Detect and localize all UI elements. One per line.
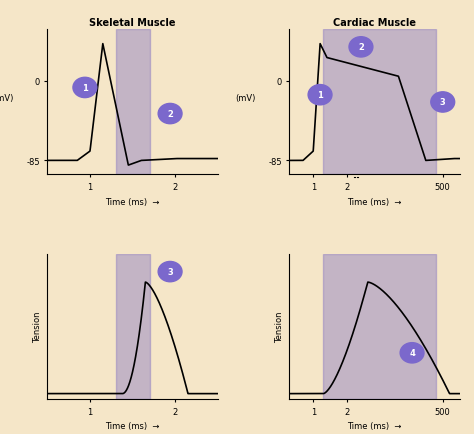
Text: 3: 3	[440, 98, 446, 107]
Y-axis label: Tension: Tension	[33, 311, 42, 343]
Text: 1: 1	[82, 84, 88, 93]
Circle shape	[73, 78, 97, 99]
X-axis label: Time (ms)  →: Time (ms) →	[105, 421, 160, 431]
Text: 2: 2	[358, 43, 364, 52]
Y-axis label: Tension: Tension	[275, 311, 284, 343]
Text: 2: 2	[167, 110, 173, 119]
X-axis label: Time (ms)  →: Time (ms) →	[347, 421, 402, 431]
Circle shape	[431, 92, 455, 113]
Text: 4: 4	[409, 349, 415, 358]
Circle shape	[400, 343, 424, 363]
Text: 1: 1	[317, 91, 323, 100]
Circle shape	[158, 262, 182, 282]
Circle shape	[308, 85, 332, 105]
Title: Cardiac Muscle: Cardiac Muscle	[333, 18, 416, 28]
Bar	[323, 255, 436, 399]
Text: 3: 3	[167, 267, 173, 276]
Bar	[116, 255, 150, 399]
X-axis label: Time (ms)  →: Time (ms) →	[347, 197, 402, 206]
Circle shape	[349, 38, 373, 58]
Title: Skeletal Muscle: Skeletal Muscle	[90, 18, 176, 28]
Bar	[323, 30, 436, 175]
Circle shape	[158, 104, 182, 125]
Y-axis label: (mV): (mV)	[236, 94, 256, 103]
Bar	[116, 30, 150, 175]
Y-axis label: (mV): (mV)	[0, 94, 14, 103]
X-axis label: Time (ms)  →: Time (ms) →	[105, 197, 160, 206]
